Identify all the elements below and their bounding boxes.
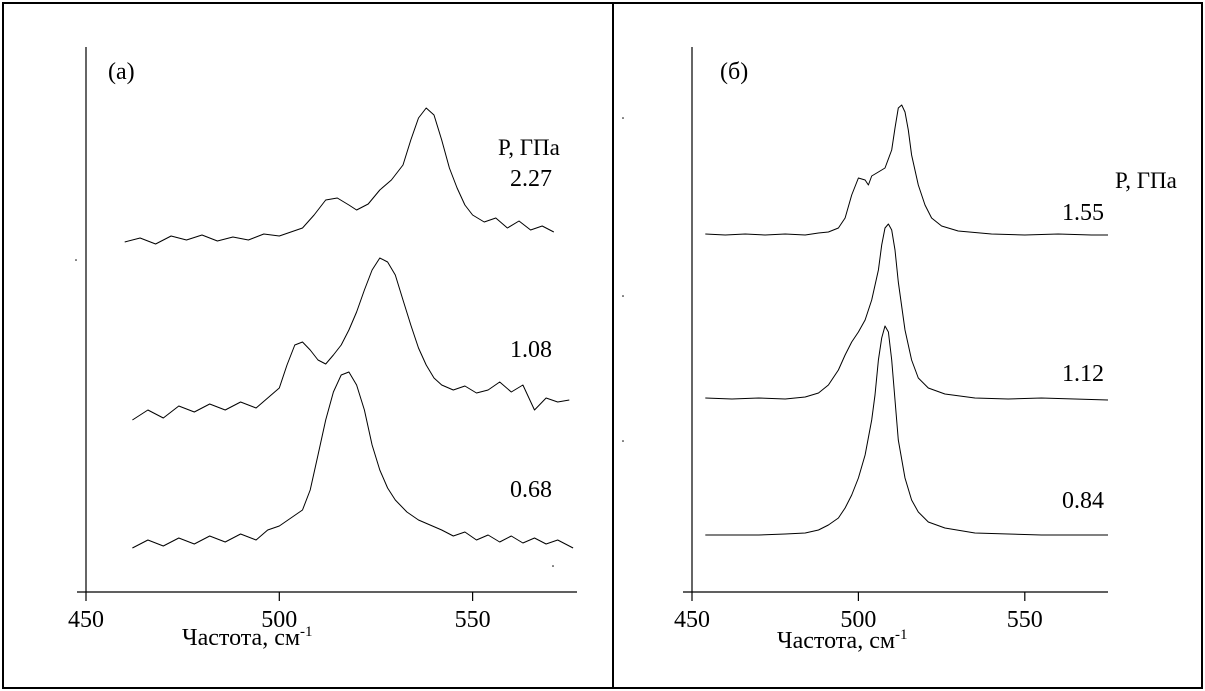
- x-axis-label: Частота, см-1: [777, 627, 908, 654]
- panel-label: (б): [720, 59, 748, 85]
- x-axis-label-text: Частота, см: [777, 628, 895, 654]
- spectrum-line-1.55: [705, 104, 1108, 236]
- spectrum-line-2.27: [124, 107, 555, 245]
- stray-dot: [552, 565, 554, 567]
- stray-dot: [75, 259, 77, 261]
- x-tick-label: 500: [261, 607, 297, 633]
- x-axis-label-sup: -1: [895, 627, 908, 643]
- pressure-label: 0.68: [510, 477, 552, 503]
- legend-title: P, ГПа: [498, 135, 560, 160]
- x-tick-label: 450: [68, 607, 104, 633]
- spectrum-line-1.08: [132, 257, 570, 421]
- x-axis-label: Частота, см-1: [182, 624, 313, 651]
- chart-panel-a: 450 500 550 (а) P, ГПа 2.27 1.08 0.68 Частот…: [68, 47, 577, 651]
- x-axis-label-sup: -1: [300, 624, 313, 640]
- x-tick-label: 550: [1007, 607, 1043, 633]
- pressure-label: 1.55: [1062, 200, 1104, 226]
- x-tick-label: 450: [674, 607, 710, 633]
- spectrum-line-0.84: [705, 325, 1108, 536]
- stray-dot: [622, 117, 624, 119]
- x-axis-label-text: Частота, см: [182, 625, 300, 651]
- stray-dot: [622, 440, 624, 442]
- chart-panel-b: 450 500 550 (б) P, ГПа 1.55 1.12 0.84 Частот…: [674, 47, 1177, 654]
- x-tick-label: 500: [840, 607, 876, 633]
- pressure-label: 2.27: [510, 166, 552, 192]
- pressure-label: 1.12: [1062, 361, 1104, 387]
- pressure-label: 1.08: [510, 337, 552, 363]
- legend-title: P, ГПа: [1115, 168, 1177, 193]
- stray-dot: [622, 295, 624, 297]
- x-tick-label: 550: [455, 607, 491, 633]
- spectrum-line-0.68: [132, 371, 574, 549]
- panel-label: (а): [108, 59, 135, 85]
- pressure-label: 0.84: [1062, 488, 1104, 514]
- spectrum-line-1.12: [705, 223, 1109, 401]
